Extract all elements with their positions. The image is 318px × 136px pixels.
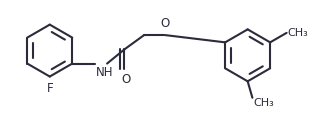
Text: O: O — [121, 73, 131, 86]
Text: F: F — [46, 82, 53, 95]
Text: O: O — [160, 17, 169, 30]
Text: CH₃: CH₃ — [288, 28, 308, 38]
Text: CH₃: CH₃ — [254, 98, 274, 108]
Text: NH: NH — [96, 66, 113, 79]
